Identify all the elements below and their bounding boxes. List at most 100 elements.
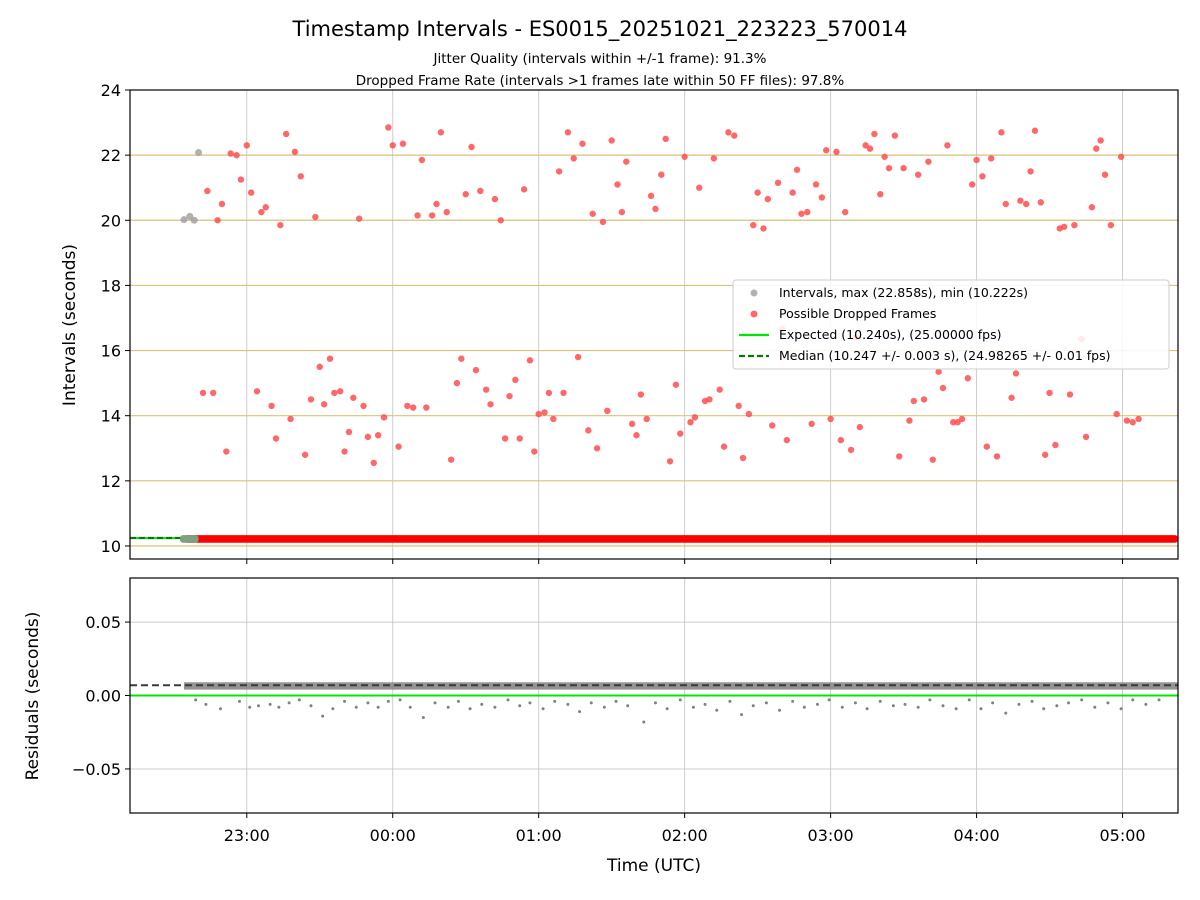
residual-point-34 xyxy=(589,701,593,705)
dropped-frame-point-89 xyxy=(633,432,640,439)
residual-point-64 xyxy=(967,698,971,702)
dropped-frame-point-30 xyxy=(345,428,353,436)
dropped-frame-point-28 xyxy=(336,388,344,395)
residual-point-50 xyxy=(791,699,795,703)
dropped-frame-point-191 xyxy=(1135,415,1142,423)
legend-entry-intervals: Intervals, max (22.858s), min (10.222s) xyxy=(779,285,1028,300)
residual-point-60 xyxy=(916,705,920,709)
dropped-frame-point-14 xyxy=(268,402,275,410)
dropped-frame-point-87 xyxy=(623,158,630,165)
intervals-points xyxy=(180,124,1142,467)
dropped-frame-point-72 xyxy=(550,415,557,423)
residual-point-62 xyxy=(941,704,945,708)
dropped-frame-point-57 xyxy=(477,187,484,195)
residual-point-42 xyxy=(691,705,695,709)
residual-point-70 xyxy=(1042,707,1046,711)
residual-point-10 xyxy=(309,704,313,708)
dropped-frame-point-122 xyxy=(793,166,801,173)
residual-point-15 xyxy=(366,701,370,705)
dropped-frame-point-160 xyxy=(979,173,986,180)
intervals-y-tick-label-2: 14 xyxy=(101,407,121,426)
residual-point-36 xyxy=(614,699,618,703)
residual-point-24 xyxy=(468,707,472,711)
dropped-frame-point-66 xyxy=(520,186,528,193)
residual-point-43 xyxy=(703,702,707,706)
residual-point-23 xyxy=(456,699,460,703)
residual-point-49 xyxy=(778,708,782,712)
dropped-frame-point-34 xyxy=(364,433,372,441)
dropped-frame-point-172 xyxy=(1037,199,1044,206)
dropped-frame-point-17 xyxy=(282,130,290,138)
dropped-frame-point-43 xyxy=(409,404,417,411)
chart-subtitle-dropped: Dropped Frame Rate (intervals >1 frames … xyxy=(356,73,845,89)
dropped-frame-point-115 xyxy=(760,225,767,232)
dropped-frame-point-97 xyxy=(672,381,680,388)
dropped-frame-point-161 xyxy=(983,443,990,450)
residual-point-76 xyxy=(1119,707,1123,711)
residual-point-65 xyxy=(979,707,983,711)
dropped-frame-point-67 xyxy=(526,357,534,364)
dropped-frame-point-179 xyxy=(1071,221,1078,229)
intervals-axes-frame xyxy=(129,89,1179,560)
dropped-frame-point-45 xyxy=(418,156,426,164)
dropped-frame-point-174 xyxy=(1046,389,1053,397)
dropped-frame-point-94 xyxy=(658,171,665,178)
dropped-frame-point-105 xyxy=(710,155,718,162)
intervals-y-axis-label: Intervals (seconds) xyxy=(60,244,80,406)
dropped-frame-point-79 xyxy=(585,427,592,434)
dropped-frame-point-50 xyxy=(443,208,450,216)
residual-point-39 xyxy=(653,701,657,705)
dropped-frame-point-93 xyxy=(652,205,659,213)
dropped-frame-point-68 xyxy=(531,448,538,455)
dropped-frame-point-63 xyxy=(506,392,513,400)
dropped-frame-point-182 xyxy=(1088,204,1096,211)
dropped-frame-point-38 xyxy=(385,124,392,131)
residual-point-44 xyxy=(715,708,719,712)
intervals-x-ticks xyxy=(246,559,1124,564)
dropped-frame-point-108 xyxy=(725,129,732,136)
dropped-frame-point-58 xyxy=(482,386,490,393)
residual-point-33 xyxy=(578,710,582,714)
dropped-frame-point-83 xyxy=(604,407,611,415)
x-tick-label-3: 02:00 xyxy=(662,826,708,845)
residual-point-6 xyxy=(268,702,272,706)
residual-point-48 xyxy=(764,701,768,705)
dropped-frame-point-59 xyxy=(487,401,494,408)
dropped-frame-point-26 xyxy=(326,355,334,362)
dropped-frame-point-76 xyxy=(570,155,577,162)
chart-subtitle-jitter: Jitter Quality (intervals within +/-1 fr… xyxy=(433,51,767,67)
residuals-y-tick-label-0: 0.05 xyxy=(85,613,121,632)
dropped-frame-point-9 xyxy=(243,142,250,149)
dropped-frame-point-107 xyxy=(720,443,728,450)
dropped-frame-point-11 xyxy=(253,388,261,395)
dropped-frame-point-91 xyxy=(643,415,650,423)
residual-point-18 xyxy=(398,698,402,702)
residual-point-13 xyxy=(343,699,347,703)
intervals-dense-band-fill xyxy=(184,535,1179,543)
dropped-frame-point-22 xyxy=(307,396,315,403)
dropped-frame-point-20 xyxy=(297,173,304,180)
dropped-frame-point-127 xyxy=(818,194,826,201)
residual-point-38 xyxy=(642,720,646,724)
dropped-frame-point-125 xyxy=(808,420,815,428)
dropped-frame-point-173 xyxy=(1041,451,1049,458)
dropped-frame-point-101 xyxy=(691,414,699,421)
residuals-y-tick-label-1: 0.00 xyxy=(85,687,121,706)
residual-point-31 xyxy=(553,699,557,703)
dropped-frame-point-46 xyxy=(423,404,430,411)
x-tick-label-5: 04:00 xyxy=(954,826,1000,845)
residual-point-55 xyxy=(853,701,857,705)
dropped-frame-point-24 xyxy=(316,363,323,371)
residual-point-32 xyxy=(566,702,570,706)
residual-point-69 xyxy=(1030,699,1034,703)
residual-point-30 xyxy=(541,707,545,711)
dropped-frame-point-70 xyxy=(541,409,548,416)
dropped-frame-point-15 xyxy=(272,435,280,442)
dropped-frame-point-190 xyxy=(1129,419,1136,426)
residual-point-29 xyxy=(528,701,532,705)
dropped-frame-point-71 xyxy=(545,389,553,397)
dropped-frame-point-123 xyxy=(798,210,805,217)
intervals-y-tick-label-5: 20 xyxy=(101,211,121,230)
residual-point-74 xyxy=(1093,705,1097,709)
dropped-frame-point-55 xyxy=(468,143,475,151)
